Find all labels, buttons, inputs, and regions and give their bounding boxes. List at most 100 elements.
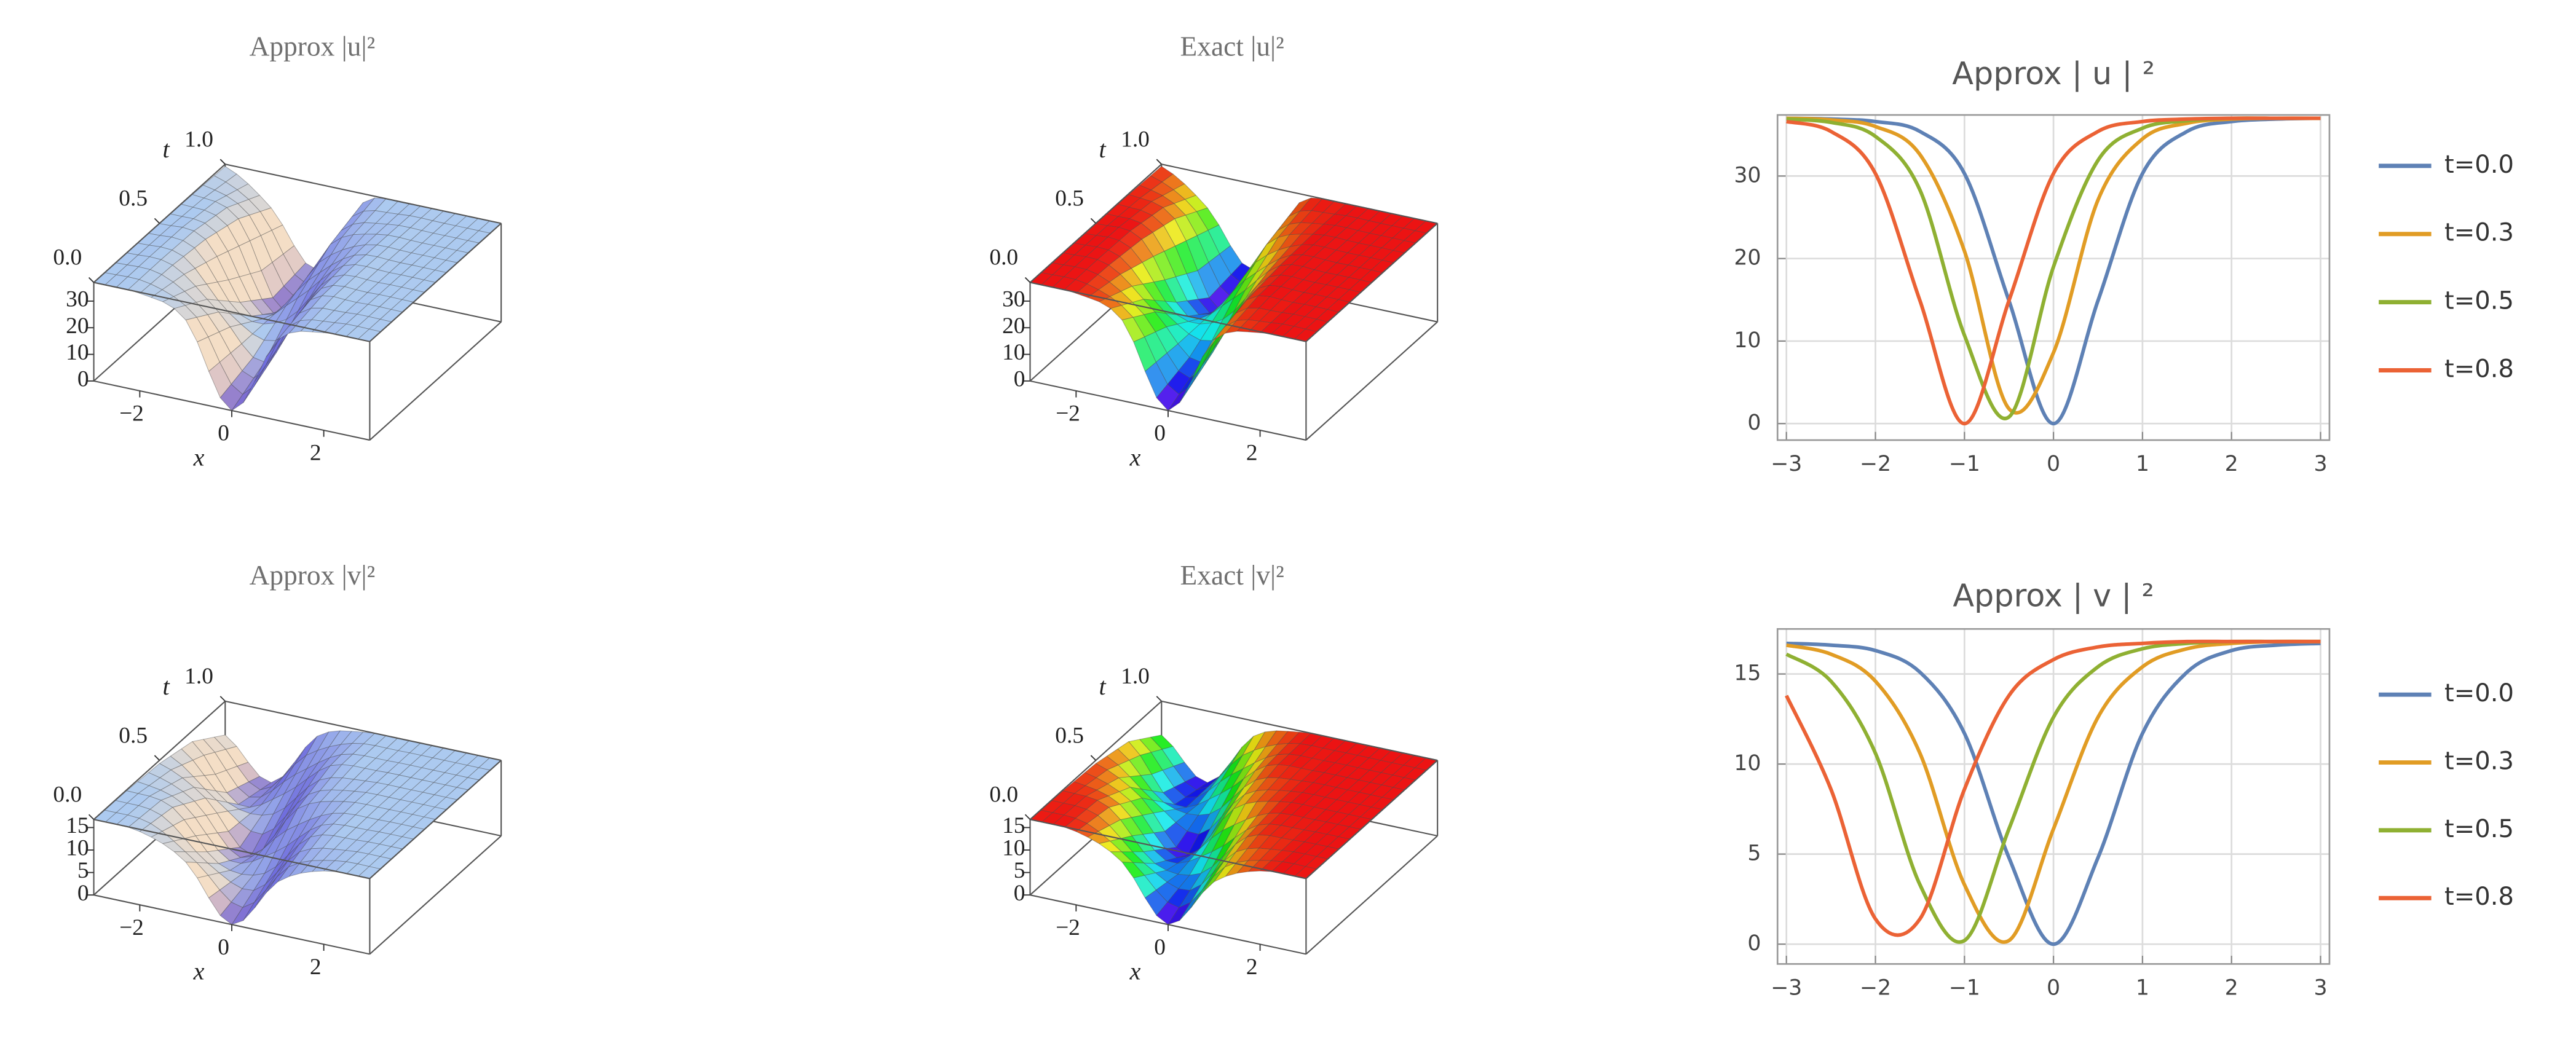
box-edge: [1305, 321, 1438, 441]
x-tick-label: 3: [2313, 452, 2327, 476]
x-tick-label: 3: [2313, 975, 2327, 1000]
x-tick-label: −1: [1949, 452, 1980, 476]
y-tick-label: 0.5: [1055, 186, 1084, 211]
box-edge: [93, 819, 370, 880]
box-edge: [1305, 835, 1438, 955]
x-tick-label: 2: [1246, 441, 1258, 466]
x-tick-label: −2: [1056, 915, 1080, 940]
z-tick-label: 20: [1002, 313, 1025, 339]
x-tick-label: 0: [1154, 935, 1166, 960]
x-axis-label: x: [193, 958, 205, 985]
box-edge: [369, 321, 502, 441]
box-edge: [1161, 700, 1438, 762]
x-tick-label: −1: [1949, 975, 1980, 1000]
box-edge: [225, 163, 502, 224]
chart-title: Exact |v|²: [1180, 560, 1284, 591]
z-tick-label: 10: [66, 836, 89, 861]
x-tick-label: 2: [2225, 975, 2238, 1000]
legend-label: t=0.5: [2444, 815, 2514, 843]
x-tick-label: 2: [310, 441, 322, 466]
y-axis-label: t: [163, 135, 170, 163]
x-tick-label: 1: [2136, 452, 2149, 476]
y-tick-label: 1.0: [1121, 127, 1150, 152]
y-tick-label: 0.0: [989, 782, 1018, 807]
x-tick-label: −2: [1860, 452, 1891, 476]
z-tick-label: 15: [1002, 813, 1025, 838]
y-tick-label: 0.0: [989, 245, 1018, 270]
legend-label: t=0.3: [2444, 747, 2514, 776]
box-edge: [1161, 163, 1438, 224]
z-tick-label: 20: [66, 313, 89, 339]
z-tick-label: 10: [1002, 836, 1025, 861]
y-tick-label: 0.5: [1055, 723, 1084, 748]
series-line: [1786, 641, 2321, 947]
z-tick-label: 0: [1014, 366, 1025, 392]
x-tick-label: 2: [2225, 452, 2238, 476]
y-axis-label: t: [1099, 135, 1107, 163]
y-tick: [1156, 696, 1162, 702]
x-axis-label: x: [193, 443, 205, 471]
box-edge: [93, 281, 370, 342]
z-tick-label: 0: [77, 881, 89, 906]
y-tick: [1156, 159, 1162, 165]
y-tick: [1024, 277, 1031, 283]
y-tick-label: 0.5: [119, 723, 148, 748]
box-edge: [1030, 819, 1306, 880]
x-tick-label: −2: [119, 915, 144, 940]
y-tick-label: 0.5: [119, 186, 148, 211]
chart-title: Approx |u|²: [250, 31, 376, 62]
chart-title: Exact |u|²: [1180, 31, 1284, 62]
x-tick-label: 0: [218, 421, 229, 446]
box-edge: [1305, 760, 1438, 880]
z-tick-label: 15: [66, 813, 89, 838]
x-axis-label: x: [1129, 443, 1141, 471]
x-tick-label: 2: [310, 955, 322, 980]
z-tick-label: 10: [1002, 340, 1025, 365]
y-tick: [1090, 755, 1097, 761]
box-edge: [369, 760, 502, 880]
y-tick: [88, 277, 95, 283]
y-tick-label: 20: [1734, 246, 1761, 270]
z-tick-label: 0: [77, 366, 89, 392]
x-tick-label: −3: [1771, 975, 1802, 1000]
x-tick-label: 0: [2047, 975, 2060, 1000]
x-tick-label: −3: [1771, 452, 1802, 476]
y-tick-label: 1.0: [1121, 664, 1150, 689]
series-line: [1786, 116, 2321, 426]
x-tick-label: 0: [1154, 421, 1166, 446]
plot-frame: [1776, 628, 2331, 965]
y-tick-label: 0: [1747, 931, 1761, 956]
x-tick-label: 2: [1246, 955, 1258, 980]
y-axis-label: t: [163, 672, 170, 700]
z-tick-label: 10: [66, 340, 89, 365]
x-tick-label: 1: [2136, 975, 2149, 1000]
x-tick-label: −2: [1056, 401, 1080, 427]
z-tick-label: 0: [1014, 881, 1025, 906]
y-tick: [154, 218, 160, 224]
y-tick-label: 30: [1734, 163, 1761, 187]
y-tick-label: 0.0: [53, 782, 82, 807]
y-tick-label: 0.0: [53, 245, 82, 270]
box-edge: [369, 835, 502, 955]
z-tick-label: 5: [77, 858, 89, 883]
chart-title: Approx | v | ²: [1953, 578, 2154, 615]
legend-label: t=0.8: [2444, 355, 2514, 384]
legend-label: t=0.8: [2444, 883, 2514, 911]
y-tick-label: 15: [1734, 661, 1761, 686]
y-tick: [1090, 218, 1097, 224]
legend-label: t=0.0: [2444, 151, 2514, 179]
line-plot: Approx | v | ² −3 −2 −1 0 1 2 3 0 5 10 15 t=0.0 t=0.3…: [1734, 578, 2514, 1001]
box-edge: [369, 222, 502, 342]
series-line: [1786, 639, 2321, 944]
y-tick: [154, 755, 160, 761]
box-edge: [1030, 281, 1306, 342]
legend-label: t=0.0: [2444, 679, 2514, 707]
plot-frame: [1776, 114, 2331, 441]
z-tick-label: 30: [66, 286, 89, 312]
